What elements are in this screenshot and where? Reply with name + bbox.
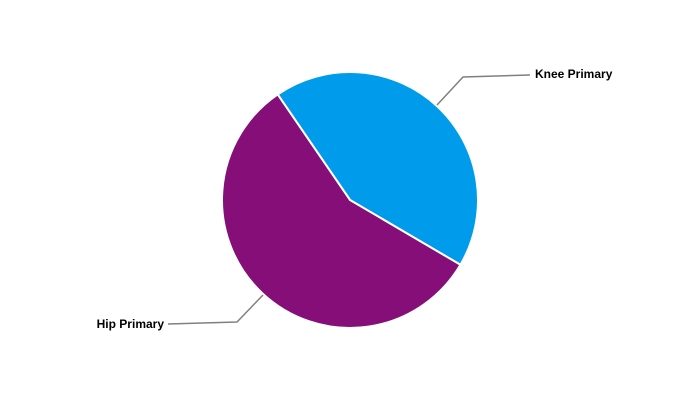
leader-line (436, 74, 531, 106)
data-label: Knee Primary (535, 67, 613, 81)
pie-slice-hip-primary (221, 92, 462, 329)
pie-slice-knee-primary (276, 71, 479, 267)
leader-line (167, 294, 264, 325)
data-label: Hip Primary (97, 317, 165, 331)
